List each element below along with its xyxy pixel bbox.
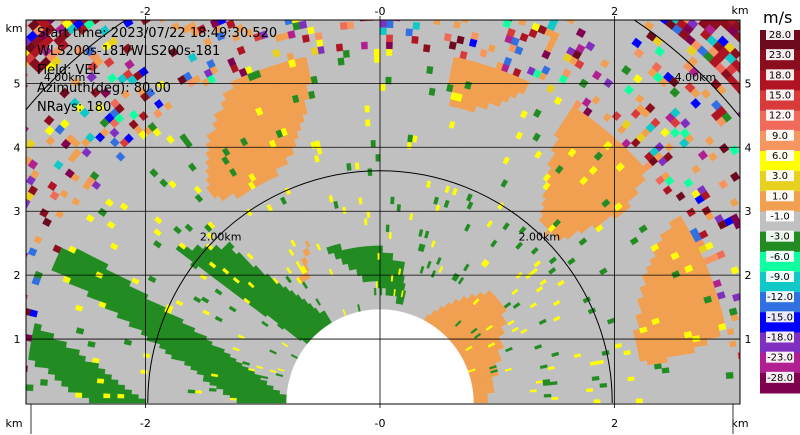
axis-unit-label: km xyxy=(731,417,748,430)
y-tick-label-left: 1 xyxy=(14,333,21,346)
colorbar-tick-label: -6.0 xyxy=(770,252,790,263)
y-tick-label-left: 3 xyxy=(14,205,21,218)
grid-lines xyxy=(26,20,740,404)
y-tick-label-right: 2 xyxy=(745,269,752,282)
x-tick-label-bottom: -0 xyxy=(375,417,386,430)
y-tick-label-left: 5 xyxy=(14,77,21,90)
colorbar: 28.0 23.0 18.0 15.0 12.0 9.0 6.0 3.0 1.0 -1.0 -3.0… xyxy=(760,29,800,394)
colorbar-tick-label: -15.0 xyxy=(767,312,793,323)
colorbar-tick-label: 6.0 xyxy=(772,151,788,162)
axis-unit-label: km xyxy=(5,417,22,430)
x-tick-label-bottom: -2 xyxy=(140,417,151,430)
x-tick-label-top: 2 xyxy=(611,5,618,18)
range-ring-label: 2.00km xyxy=(200,230,242,243)
range-ring-label: 4.00km xyxy=(675,71,717,84)
x-tick-label-bottom: 2 xyxy=(611,417,618,430)
x-tick-label-top: -2 xyxy=(140,5,151,18)
colorbar-tick-label: 15.0 xyxy=(769,91,791,102)
azimuth-text: Azimuth(deg): 80.00 xyxy=(37,81,171,97)
y-tick-label-right: 4 xyxy=(745,141,752,154)
nrays-text: NRays: 180 xyxy=(37,99,112,115)
colorbar-tick-label: -28.0 xyxy=(767,373,793,384)
colorbar-tick-label: 3.0 xyxy=(772,171,788,182)
colorbar-tick-label: 12.0 xyxy=(769,111,791,122)
colorbar-tick-label: 28.0 xyxy=(769,30,791,41)
colorbar-tick-label: -9.0 xyxy=(770,272,790,283)
colorbar-tick-label: 23.0 xyxy=(769,50,791,61)
colorbar-tick-label: 9.0 xyxy=(772,131,788,142)
colorbar-unit-label: m/s xyxy=(763,8,793,27)
axis-ticks: -4-4-2-2-0-022441122334455kmkmkmkm xyxy=(5,4,752,434)
colorbar-tick-label: -12.0 xyxy=(767,292,793,303)
range-ring xyxy=(147,170,613,404)
colorbar-tick-label: -23.0 xyxy=(767,353,793,364)
colorbar-tick-label: -3.0 xyxy=(770,232,790,243)
plot-border xyxy=(25,19,741,405)
y-tick-label-right: 1 xyxy=(745,333,752,346)
colorbar-tick-label: 1.0 xyxy=(772,191,788,202)
axis-unit-label: km xyxy=(5,22,22,35)
scan-info-panel: Start time: 2023/07/22 18:49:30.520 WLS2… xyxy=(37,25,277,117)
colorbar-tick-label: -1.0 xyxy=(770,212,790,223)
y-tick-label-left: 2 xyxy=(14,269,21,282)
colorbar-tick-label: 18.0 xyxy=(769,70,791,81)
range-ring-label: 2.00km xyxy=(519,230,561,243)
y-tick-label-right: 3 xyxy=(745,205,752,218)
y-tick-label-right: 5 xyxy=(745,77,752,90)
x-tick-label-top: -0 xyxy=(375,5,386,18)
field-text: Field: VEL xyxy=(37,62,100,78)
colorbar-tick-label: -18.0 xyxy=(767,333,793,344)
axis-unit-label: km xyxy=(731,4,748,17)
instrument-text: WLS200s-181/WLS200s-181 xyxy=(37,44,221,60)
start-time-text: Start time: 2023/07/22 18:49:30.520 xyxy=(37,26,278,41)
range-ring-label: 4.00km xyxy=(44,71,86,84)
y-tick-label-left: 4 xyxy=(14,141,21,154)
